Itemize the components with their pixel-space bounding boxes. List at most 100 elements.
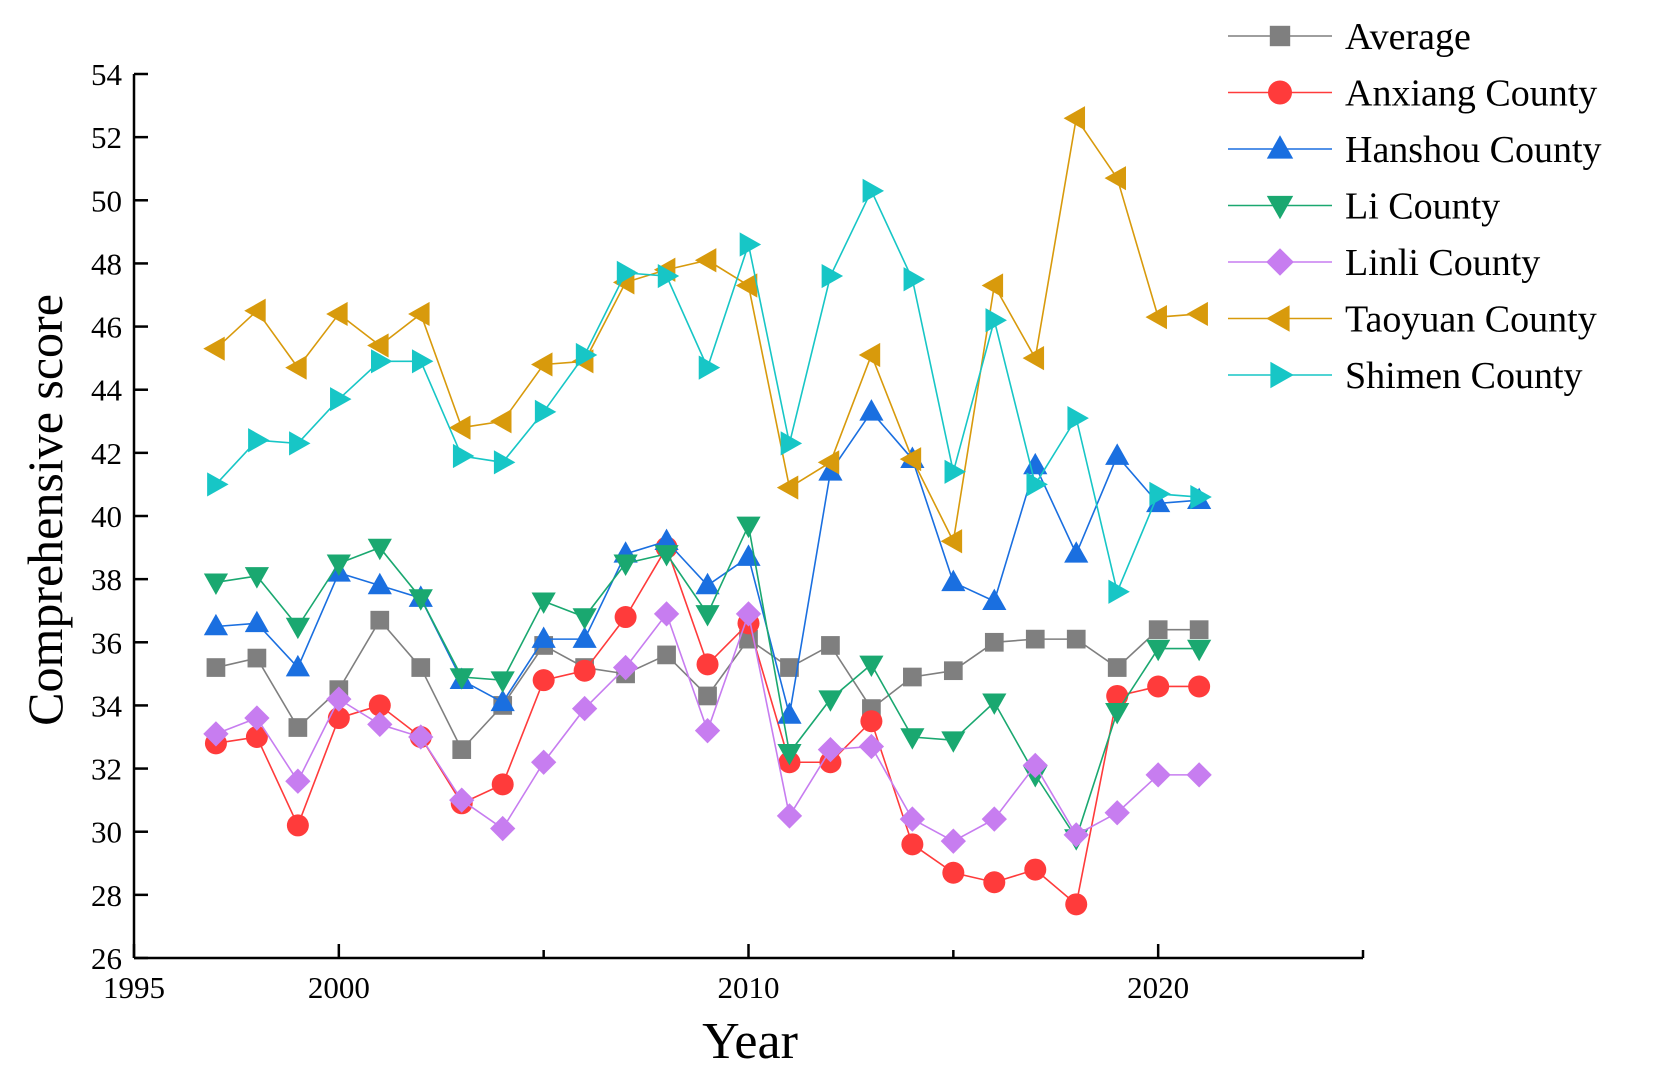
series-shimen-county	[207, 178, 1212, 604]
plot-axes	[132, 74, 1363, 960]
data-point-taoyuan-county	[490, 409, 512, 434]
data-point-average	[370, 610, 390, 630]
data-point-hanshou-county	[859, 399, 884, 421]
data-point-shimen-county	[862, 178, 885, 203]
y-tick-label: 42	[91, 436, 122, 471]
data-point-anxiang-county	[491, 773, 514, 796]
data-point-anxiang-county	[860, 710, 883, 733]
data-point-linli-county	[203, 721, 229, 747]
data-point-linli-county	[367, 711, 393, 738]
data-point-taoyuan-county	[285, 355, 307, 380]
data-point-anxiang-county	[286, 814, 309, 837]
data-point-shimen-county	[780, 431, 803, 456]
legend-marker-average	[1269, 25, 1291, 47]
data-point-taoyuan-county	[244, 298, 266, 323]
data-point-anxiang-county	[983, 871, 1006, 894]
x-tick-label: 2000	[308, 970, 370, 1005]
legend-label-hanshou-county: Hanshou County	[1345, 129, 1602, 171]
data-point-taoyuan-county	[694, 248, 717, 273]
data-point-linli-county	[694, 718, 721, 744]
data-point-taoyuan-county	[1104, 166, 1126, 191]
data-point-li-county	[244, 567, 269, 589]
legend-marker-shimen-county	[1270, 361, 1294, 389]
legend: Average Anxiang County Hanshou County Li Co…	[1228, 16, 1602, 397]
data-point-li-county	[695, 605, 720, 627]
legend-label-anxiang-county: Anxiang County	[1345, 73, 1597, 115]
data-point-anxiang-county	[368, 694, 391, 717]
data-point-shimen-county	[207, 472, 229, 497]
data-point-linli-county	[1145, 762, 1171, 788]
series-line-li-county	[215, 522, 1200, 840]
legend-item-anxiang-county: Anxiang County	[1228, 73, 1597, 115]
data-point-linli-county	[858, 733, 885, 760]
data-point-linli-county	[490, 815, 516, 842]
data-point-anxiang-county	[1188, 675, 1211, 698]
legend-label-taoyuan-county: Taoyuan County	[1345, 299, 1597, 341]
data-point-average	[657, 645, 676, 665]
data-point-hanshou-county	[695, 572, 720, 595]
y-tick-label: 32	[91, 752, 122, 787]
data-point-hanshou-county	[1064, 541, 1089, 563]
data-point-taoyuan-county	[1186, 301, 1208, 327]
legend-label-li-county: Li County	[1345, 186, 1500, 228]
series-taoyuan-county	[203, 106, 1208, 554]
data-point-linli-county	[940, 828, 966, 854]
legend-item-shimen-county: Shimen County	[1228, 355, 1583, 397]
data-point-taoyuan-county	[326, 301, 348, 327]
y-tick-label: 52	[91, 120, 122, 155]
data-point-li-county	[818, 690, 843, 712]
series-layer	[203, 106, 1212, 916]
data-point-linli-county	[735, 601, 762, 627]
y-tick-label: 34	[91, 688, 123, 723]
legend-marker-li-county	[1266, 195, 1294, 220]
data-point-linli-county	[408, 724, 434, 750]
data-point-li-county	[408, 589, 433, 611]
data-point-hanshou-county	[654, 528, 679, 551]
data-point-average	[411, 658, 431, 677]
legend-item-average: Average	[1228, 16, 1471, 58]
y-axis-label: Comprehensive score	[17, 294, 73, 726]
data-point-average	[1066, 629, 1086, 649]
x-tick-label: 1995	[103, 970, 165, 1005]
data-point-average	[943, 661, 963, 681]
data-point-anxiang-county	[532, 669, 555, 692]
x-tick-label: 2020	[1127, 970, 1189, 1005]
legend-item-linli-county: Linli County	[1228, 242, 1540, 284]
data-point-taoyuan-county	[449, 415, 471, 440]
data-point-shimen-county	[1026, 472, 1048, 497]
data-point-shimen-county	[452, 443, 475, 469]
data-point-hanshou-county	[982, 588, 1007, 611]
data-point-li-county	[1187, 639, 1212, 662]
legend-marker-linli-county	[1266, 248, 1294, 276]
data-point-shimen-county	[289, 431, 311, 456]
data-point-anxiang-county	[1065, 893, 1088, 916]
data-point-anxiang-county	[573, 659, 596, 682]
data-point-linli-county	[531, 749, 557, 775]
data-point-taoyuan-county	[408, 301, 430, 327]
data-point-li-county	[490, 671, 515, 693]
y-tick-label: 44	[91, 373, 123, 408]
data-point-taoyuan-county	[899, 447, 922, 472]
data-point-li-county	[1146, 639, 1171, 662]
data-point-linli-county	[1186, 762, 1212, 788]
data-point-taoyuan-county	[1063, 106, 1086, 131]
data-point-anxiang-county	[327, 707, 350, 730]
data-point-li-county	[572, 608, 597, 630]
data-point-taoyuan-county	[817, 450, 840, 475]
data-point-hanshou-county	[367, 572, 392, 595]
data-point-li-county	[777, 743, 802, 766]
data-point-hanshou-county	[818, 459, 843, 481]
data-point-hanshou-county	[531, 626, 556, 648]
data-point-linli-county	[326, 686, 352, 712]
series-linli-county	[203, 601, 1212, 854]
data-point-shimen-county	[371, 349, 393, 374]
legend-label-shimen-county: Shimen County	[1345, 355, 1583, 397]
y-tick-label: 46	[91, 310, 122, 345]
series-li-county	[203, 516, 1212, 851]
y-axis-ticks: 26 28 30 32 34 36 38 40 42 44 46 48 50 52 54	[91, 57, 148, 976]
data-point-shimen-county	[1149, 481, 1171, 506]
data-point-taoyuan-county	[531, 352, 553, 377]
data-point-average	[1107, 658, 1127, 677]
x-axis-ticks: 1995 2000 2010 2020	[103, 944, 1365, 1005]
data-point-li-county	[531, 592, 556, 614]
